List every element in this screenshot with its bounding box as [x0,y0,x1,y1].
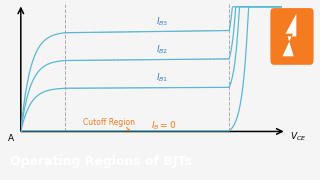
Text: Operating Regions of BJTs: Operating Regions of BJTs [10,155,191,168]
Text: $I_{B3}$: $I_{B3}$ [156,16,169,28]
Text: $I_{B1}$: $I_{B1}$ [156,72,169,84]
FancyBboxPatch shape [270,8,314,65]
Polygon shape [283,14,296,56]
Text: $V_{CE}$: $V_{CE}$ [291,131,307,143]
Text: A: A [8,134,14,143]
Text: Cutoff Region: Cutoff Region [83,118,135,130]
Text: $I_B = 0$: $I_B = 0$ [151,119,177,132]
Text: $I_{B2}$: $I_{B2}$ [156,44,169,56]
